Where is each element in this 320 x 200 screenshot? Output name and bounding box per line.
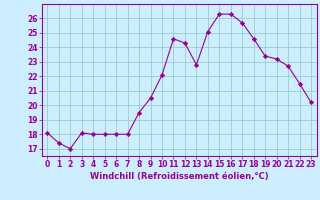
X-axis label: Windchill (Refroidissement éolien,°C): Windchill (Refroidissement éolien,°C) (90, 172, 268, 181)
